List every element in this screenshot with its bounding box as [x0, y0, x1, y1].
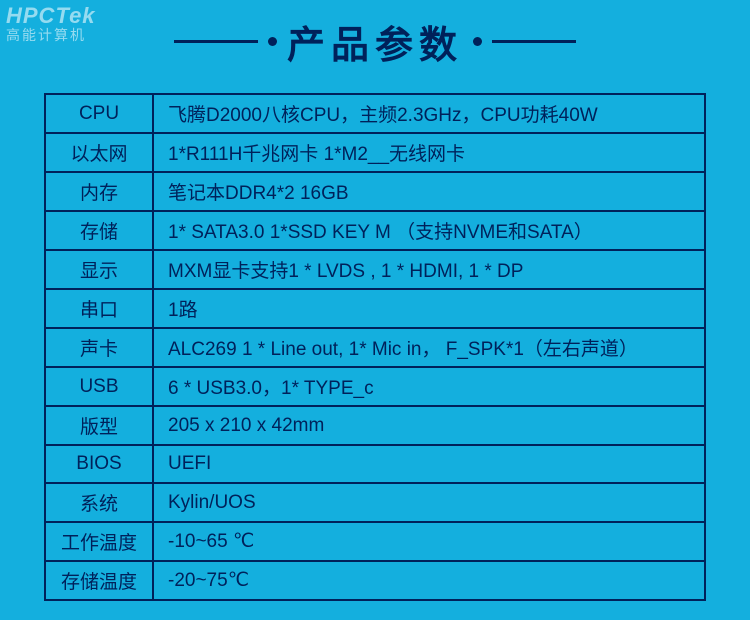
table-row: 版型 205 x 210 x 42mm — [45, 406, 705, 445]
spec-label: 串口 — [45, 289, 153, 328]
spec-label: 内存 — [45, 172, 153, 211]
logo-main-text: HPCTek — [6, 4, 96, 28]
table-row: 存储温度 -20~75℃ — [45, 561, 705, 600]
spec-label: 存储温度 — [45, 561, 153, 600]
title-decor-dot-left — [268, 37, 277, 46]
spec-label: 显示 — [45, 250, 153, 289]
table-row: BIOS UEFI — [45, 445, 705, 483]
table-row: 系统 Kylin/UOS — [45, 483, 705, 522]
brand-logo: HPCTek 高能计算机 — [6, 4, 96, 44]
title-decor-dot-right — [473, 37, 482, 46]
spec-label: 存储 — [45, 211, 153, 250]
table-row: 内存 笔记本DDR4*2 16GB — [45, 172, 705, 211]
title-decor-line-left — [174, 40, 258, 43]
spec-table-body: CPU 飞腾D2000八核CPU，主频2.3GHz，CPU功耗40W 以太网 1… — [45, 94, 705, 600]
spec-value: -20~75℃ — [153, 561, 705, 600]
spec-value: 1* SATA3.0 1*SSD KEY M （支持NVME和SATA） — [153, 211, 705, 250]
spec-value: 205 x 210 x 42mm — [153, 406, 705, 445]
spec-value: -10~65 ℃ — [153, 522, 705, 561]
spec-value: 1*R111H千兆网卡 1*M2__无线网卡 — [153, 133, 705, 172]
spec-label: BIOS — [45, 445, 153, 483]
spec-value: 飞腾D2000八核CPU，主频2.3GHz，CPU功耗40W — [153, 94, 705, 133]
title-text: 产品参数 — [287, 14, 463, 69]
spec-table: CPU 飞腾D2000八核CPU，主频2.3GHz，CPU功耗40W 以太网 1… — [44, 93, 706, 601]
table-row: 存储 1* SATA3.0 1*SSD KEY M （支持NVME和SATA） — [45, 211, 705, 250]
table-row: 工作温度 -10~65 ℃ — [45, 522, 705, 561]
spec-label: CPU — [45, 94, 153, 133]
spec-value: 1路 — [153, 289, 705, 328]
spec-value: 笔记本DDR4*2 16GB — [153, 172, 705, 211]
page-title: 产品参数 — [174, 14, 576, 69]
spec-value: MXM显卡支持1 * LVDS , 1 * HDMI, 1 * DP — [153, 250, 705, 289]
spec-value: Kylin/UOS — [153, 483, 705, 522]
spec-value: ALC269 1 * Line out, 1* Mic in， F_SPK*1（… — [153, 328, 705, 367]
spec-value: 6 * USB3.0，1* TYPE_c — [153, 367, 705, 406]
table-row: 串口 1路 — [45, 289, 705, 328]
title-section: 产品参数 — [0, 0, 750, 93]
table-row: USB 6 * USB3.0，1* TYPE_c — [45, 367, 705, 406]
spec-label: USB — [45, 367, 153, 406]
spec-label: 工作温度 — [45, 522, 153, 561]
logo-sub-text: 高能计算机 — [6, 28, 96, 43]
spec-label: 系统 — [45, 483, 153, 522]
table-row: 声卡 ALC269 1 * Line out, 1* Mic in， F_SPK… — [45, 328, 705, 367]
title-decor-line-right — [492, 40, 576, 43]
spec-label: 声卡 — [45, 328, 153, 367]
table-row: 以太网 1*R111H千兆网卡 1*M2__无线网卡 — [45, 133, 705, 172]
spec-label: 以太网 — [45, 133, 153, 172]
table-row: 显示 MXM显卡支持1 * LVDS , 1 * HDMI, 1 * DP — [45, 250, 705, 289]
spec-table-container: CPU 飞腾D2000八核CPU，主频2.3GHz，CPU功耗40W 以太网 1… — [0, 93, 750, 601]
spec-label: 版型 — [45, 406, 153, 445]
table-row: CPU 飞腾D2000八核CPU，主频2.3GHz，CPU功耗40W — [45, 94, 705, 133]
spec-value: UEFI — [153, 445, 705, 483]
